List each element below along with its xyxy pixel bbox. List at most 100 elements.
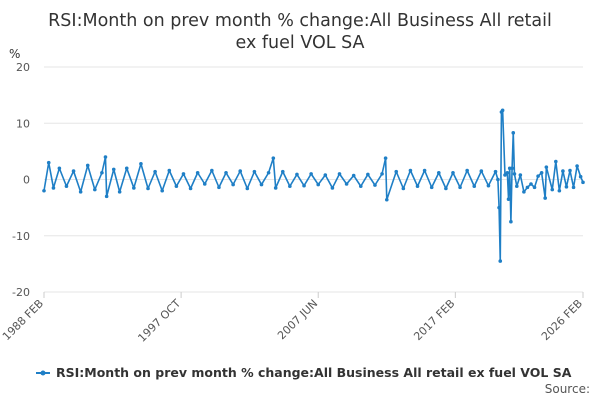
data-point[interactable] bbox=[288, 184, 292, 189]
data-point[interactable] bbox=[451, 170, 455, 175]
data-point[interactable] bbox=[323, 173, 328, 177]
data-point[interactable] bbox=[181, 172, 186, 176]
data-point[interactable] bbox=[252, 169, 257, 174]
data-point[interactable] bbox=[85, 163, 90, 168]
data-point[interactable] bbox=[174, 184, 179, 189]
data-point[interactable] bbox=[581, 180, 585, 185]
data-point[interactable] bbox=[444, 186, 448, 191]
data-point[interactable] bbox=[525, 185, 530, 190]
data-point[interactable] bbox=[100, 170, 104, 175]
data-point[interactable] bbox=[167, 168, 172, 173]
data-point[interactable] bbox=[337, 172, 342, 176]
data-point[interactable] bbox=[532, 185, 537, 190]
data-point[interactable] bbox=[266, 170, 271, 175]
data-point[interactable] bbox=[124, 166, 129, 171]
legend[interactable]: RSI:Month on prev month % change:All Bus… bbox=[36, 365, 572, 380]
data-point[interactable] bbox=[316, 182, 321, 187]
data-point[interactable] bbox=[497, 205, 501, 210]
data-point[interactable] bbox=[231, 182, 235, 187]
source-label[interactable]: Source: bbox=[545, 382, 590, 396]
data-point[interactable] bbox=[543, 196, 547, 200]
data-point[interactable] bbox=[429, 185, 434, 190]
data-point[interactable] bbox=[498, 259, 503, 263]
data-point[interactable] bbox=[408, 168, 413, 173]
data-point[interactable] bbox=[238, 169, 243, 173]
data-point[interactable] bbox=[202, 182, 207, 186]
data-point[interactable] bbox=[518, 173, 523, 177]
data-point[interactable] bbox=[522, 190, 526, 194]
data-point[interactable] bbox=[309, 172, 313, 176]
data-point[interactable] bbox=[436, 170, 441, 175]
data-point[interactable] bbox=[472, 184, 477, 189]
data-point[interactable] bbox=[493, 169, 498, 174]
data-point[interactable] bbox=[217, 185, 221, 190]
data-point[interactable] bbox=[506, 197, 511, 201]
data-point[interactable] bbox=[500, 108, 505, 113]
data-point[interactable] bbox=[210, 168, 214, 173]
data-point[interactable] bbox=[564, 185, 569, 189]
data-point[interactable] bbox=[509, 219, 513, 224]
data-point[interactable] bbox=[295, 172, 299, 177]
data-point[interactable] bbox=[104, 194, 109, 199]
data-point[interactable] bbox=[422, 168, 427, 173]
data-point[interactable] bbox=[57, 166, 62, 171]
data-point[interactable] bbox=[139, 161, 143, 166]
data-point[interactable] bbox=[550, 187, 555, 192]
data-point[interactable] bbox=[496, 177, 500, 182]
data-point[interactable] bbox=[245, 186, 250, 191]
data-point[interactable] bbox=[188, 186, 193, 191]
data-point[interactable] bbox=[503, 173, 507, 177]
data-point[interactable] bbox=[358, 184, 363, 189]
data-point[interactable] bbox=[132, 186, 136, 190]
data-point[interactable] bbox=[78, 190, 83, 194]
data-point[interactable] bbox=[64, 184, 69, 189]
data-point[interactable] bbox=[578, 174, 583, 179]
data-point[interactable] bbox=[117, 190, 122, 194]
data-point[interactable] bbox=[71, 169, 76, 173]
data-point[interactable] bbox=[366, 172, 370, 177]
data-point[interactable] bbox=[557, 188, 562, 193]
data-point[interactable] bbox=[103, 155, 108, 159]
data-point[interactable] bbox=[42, 188, 46, 193]
data-point[interactable] bbox=[554, 159, 558, 164]
data-point[interactable] bbox=[458, 185, 462, 190]
data-point[interactable] bbox=[539, 170, 544, 175]
data-point[interactable] bbox=[351, 173, 356, 178]
data-point[interactable] bbox=[383, 156, 388, 160]
data-point[interactable] bbox=[529, 182, 533, 186]
data-point[interactable] bbox=[259, 182, 264, 187]
data-point[interactable] bbox=[93, 187, 97, 192]
data-point[interactable] bbox=[479, 169, 484, 173]
data-point[interactable] bbox=[511, 131, 516, 135]
data-point[interactable] bbox=[505, 170, 510, 175]
data-point[interactable] bbox=[330, 186, 335, 190]
data-point[interactable] bbox=[415, 184, 420, 189]
data-point[interactable] bbox=[515, 184, 519, 189]
data-point[interactable] bbox=[575, 164, 579, 168]
data-point[interactable] bbox=[224, 170, 228, 175]
data-point[interactable] bbox=[373, 183, 377, 187]
data-point[interactable] bbox=[195, 170, 200, 175]
data-point[interactable] bbox=[571, 185, 576, 190]
data-point[interactable] bbox=[384, 197, 389, 202]
data-point[interactable] bbox=[394, 169, 399, 174]
data-point[interactable] bbox=[271, 156, 276, 160]
data-point[interactable] bbox=[153, 169, 157, 174]
data-point[interactable] bbox=[160, 188, 165, 193]
data-point[interactable] bbox=[512, 172, 517, 176]
data-point[interactable] bbox=[465, 168, 469, 173]
data-point[interactable] bbox=[46, 160, 51, 165]
data-point[interactable] bbox=[344, 182, 349, 186]
data-point[interactable] bbox=[380, 172, 384, 176]
data-point[interactable] bbox=[544, 165, 549, 169]
data-point[interactable] bbox=[302, 183, 306, 188]
data-point[interactable] bbox=[280, 169, 285, 174]
data-point[interactable] bbox=[536, 174, 540, 178]
data-point[interactable] bbox=[561, 169, 565, 173]
data-point[interactable] bbox=[51, 186, 56, 190]
data-point[interactable] bbox=[568, 168, 572, 173]
data-point[interactable] bbox=[486, 183, 491, 188]
data-point[interactable] bbox=[111, 167, 116, 172]
data-point[interactable] bbox=[273, 186, 278, 190]
data-point[interactable] bbox=[510, 166, 514, 171]
